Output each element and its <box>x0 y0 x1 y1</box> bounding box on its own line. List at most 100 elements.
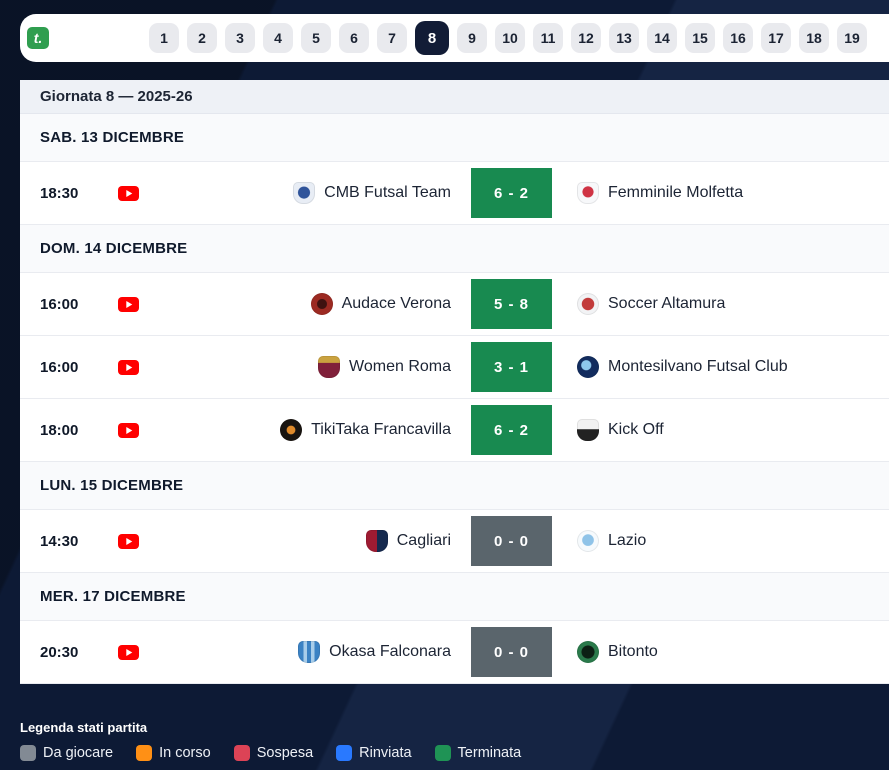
round-tab-3[interactable]: 3 <box>225 23 255 53</box>
match-row[interactable]: 20:30 Okasa Falconara 0 - 0 Bitonto <box>20 621 889 684</box>
legend-item-da-giocare: Da giocare <box>20 745 113 761</box>
home-team[interactable]: Women Roma <box>139 356 451 378</box>
status-chip-in-corso <box>136 745 153 761</box>
home-team-logo <box>280 419 303 441</box>
away-team-name: Lazio <box>608 532 647 549</box>
away-team-logo <box>577 641 599 663</box>
legend-item-sospesa: Sospesa <box>233 745 314 761</box>
home-team-name: Audace Verona <box>341 295 451 312</box>
match-time: 18:00 <box>40 421 79 439</box>
home-team[interactable]: Cagliari <box>139 530 451 552</box>
date-header: MER. 17 DICEMBRE <box>20 573 889 621</box>
match-time: 14:30 <box>40 532 79 550</box>
round-tab-8-active[interactable]: 8 <box>415 21 449 55</box>
round-tab-1[interactable]: 1 <box>149 23 179 53</box>
legend-items: Da giocare In corso Sospesa Rinviata Ter… <box>20 745 521 761</box>
home-team-logo <box>298 641 321 663</box>
match-row[interactable]: 16:00 Women Roma 3 - 1 Montesilvano Futs… <box>20 336 889 399</box>
round-tab-6[interactable]: 6 <box>339 23 369 53</box>
home-team-name: CMB Futsal Team <box>324 184 451 201</box>
legend-label: Da giocare <box>43 745 114 761</box>
round-tab-18[interactable]: 18 <box>799 23 829 53</box>
legend-item-rinviata: Rinviata <box>336 745 412 761</box>
app-logo[interactable]: t. <box>27 27 49 49</box>
legend-item-in-corso: In corso <box>136 745 211 761</box>
round-tab-5[interactable]: 5 <box>301 23 331 53</box>
match-time: 16:00 <box>40 295 79 313</box>
away-team-name: Soccer Altamura <box>608 295 726 312</box>
score-badge[interactable]: 6 - 2 <box>471 168 552 218</box>
round-tab-12[interactable]: 12 <box>571 23 601 53</box>
away-team-logo <box>577 419 599 441</box>
round-tab-13[interactable]: 13 <box>609 23 639 53</box>
round-tab-2[interactable]: 2 <box>187 23 217 53</box>
round-tab-17[interactable]: 17 <box>761 23 791 53</box>
away-team[interactable]: Kick Off <box>577 419 889 441</box>
home-team[interactable]: CMB Futsal Team <box>139 182 451 204</box>
away-team-name: Femminile Molfetta <box>608 184 744 201</box>
away-team-name: Kick Off <box>608 421 664 438</box>
round-tab-19[interactable]: 19 <box>837 23 867 53</box>
legend-label: In corso <box>159 745 211 761</box>
youtube-icon[interactable] <box>118 185 139 201</box>
match-row[interactable]: 14:30 Cagliari 0 - 0 Lazio <box>20 510 889 573</box>
home-team-name: Cagliari <box>396 532 451 549</box>
away-team-logo <box>577 293 599 315</box>
home-team[interactable]: Audace Verona <box>139 293 451 315</box>
round-tab-4[interactable]: 4 <box>263 23 293 53</box>
round-title: Giornata 8 — 2025-26 <box>20 80 889 114</box>
round-tab-16[interactable]: 16 <box>723 23 753 53</box>
home-team-name: TikiTaka Francavilla <box>311 421 451 438</box>
legend-item-terminata: Terminata <box>434 745 522 761</box>
youtube-icon[interactable] <box>118 533 139 549</box>
date-header: DOM. 14 DICEMBRE <box>20 225 889 273</box>
status-chip-rinviata <box>336 745 353 761</box>
round-tab-14[interactable]: 14 <box>647 23 677 53</box>
round-tab-9[interactable]: 9 <box>457 23 487 53</box>
away-team-name: Bitonto <box>608 643 658 660</box>
legend-label: Terminata <box>457 745 522 761</box>
home-team[interactable]: TikiTaka Francavilla <box>139 419 451 441</box>
score-badge[interactable]: 6 - 2 <box>471 405 552 455</box>
away-team[interactable]: Montesilvano Futsal Club <box>577 356 889 378</box>
legend-title: Legenda stati partita <box>20 720 148 735</box>
away-team-logo <box>577 356 599 378</box>
home-team[interactable]: Okasa Falconara <box>139 641 451 663</box>
match-row[interactable]: 16:00 Audace Verona 5 - 8 Soccer Altamur… <box>20 273 889 336</box>
score-badge[interactable]: 0 - 0 <box>471 516 552 566</box>
away-team[interactable]: Femminile Molfetta <box>577 182 889 204</box>
home-team-logo <box>318 356 341 378</box>
round-tab-15[interactable]: 15 <box>685 23 715 53</box>
round-tab-10[interactable]: 10 <box>495 23 525 53</box>
youtube-icon[interactable] <box>118 359 139 375</box>
youtube-icon[interactable] <box>118 644 139 660</box>
away-team-logo <box>577 530 599 552</box>
round-tab-7[interactable]: 7 <box>377 23 407 53</box>
match-time: 18:30 <box>40 184 79 202</box>
status-chip-terminata <box>434 745 451 761</box>
legend-label: Sospesa <box>256 745 314 761</box>
youtube-icon[interactable] <box>118 422 139 438</box>
legend: Legenda stati partita Da giocare In cors… <box>20 720 521 761</box>
round-tab-11[interactable]: 11 <box>533 23 563 53</box>
score-badge[interactable]: 5 - 8 <box>471 279 552 329</box>
match-row[interactable]: 18:00 TikiTaka Francavilla 6 - 2 Kick Of… <box>20 399 889 462</box>
away-team-logo <box>577 182 599 204</box>
home-team-logo <box>293 182 316 204</box>
fixtures-panel: Giornata 8 — 2025-26 SAB. 13 DICEMBRE 18… <box>20 80 889 684</box>
home-team-name: Women Roma <box>349 358 451 375</box>
status-chip-da-giocare <box>20 745 36 761</box>
legend-label: Rinviata <box>359 745 412 761</box>
rounds-bar: t. 1 2 3 4 5 6 7 8 9 10 11 12 13 14 15 1… <box>20 14 889 62</box>
away-team[interactable]: Lazio <box>577 530 889 552</box>
away-team[interactable]: Soccer Altamura <box>577 293 889 315</box>
score-badge[interactable]: 3 - 1 <box>471 342 552 392</box>
match-row[interactable]: 18:30 CMB Futsal Team 6 - 2 Femminile Mo… <box>20 162 889 225</box>
score-badge[interactable]: 0 - 0 <box>471 627 552 677</box>
match-time: 16:00 <box>40 358 79 376</box>
date-header: SAB. 13 DICEMBRE <box>20 114 889 162</box>
youtube-icon[interactable] <box>118 296 139 312</box>
away-team-name: Montesilvano Futsal Club <box>608 358 788 375</box>
away-team[interactable]: Bitonto <box>577 641 889 663</box>
